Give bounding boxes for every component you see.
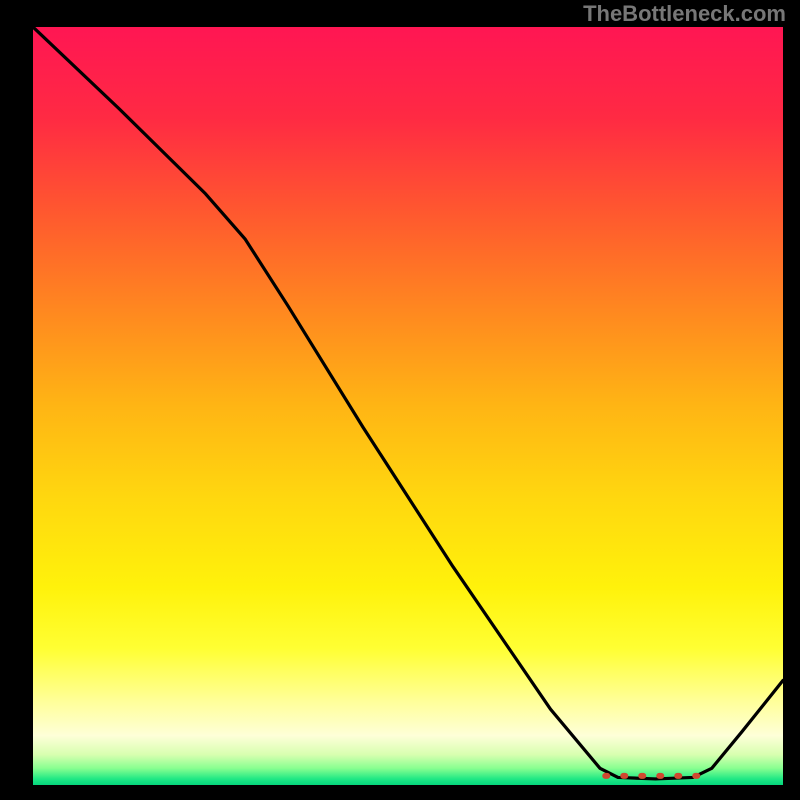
bottleneck-chart <box>33 27 783 785</box>
watermark-text: TheBottleneck.com <box>583 1 786 27</box>
gradient-background <box>33 27 783 785</box>
chart-frame: TheBottleneck.com <box>0 0 800 800</box>
